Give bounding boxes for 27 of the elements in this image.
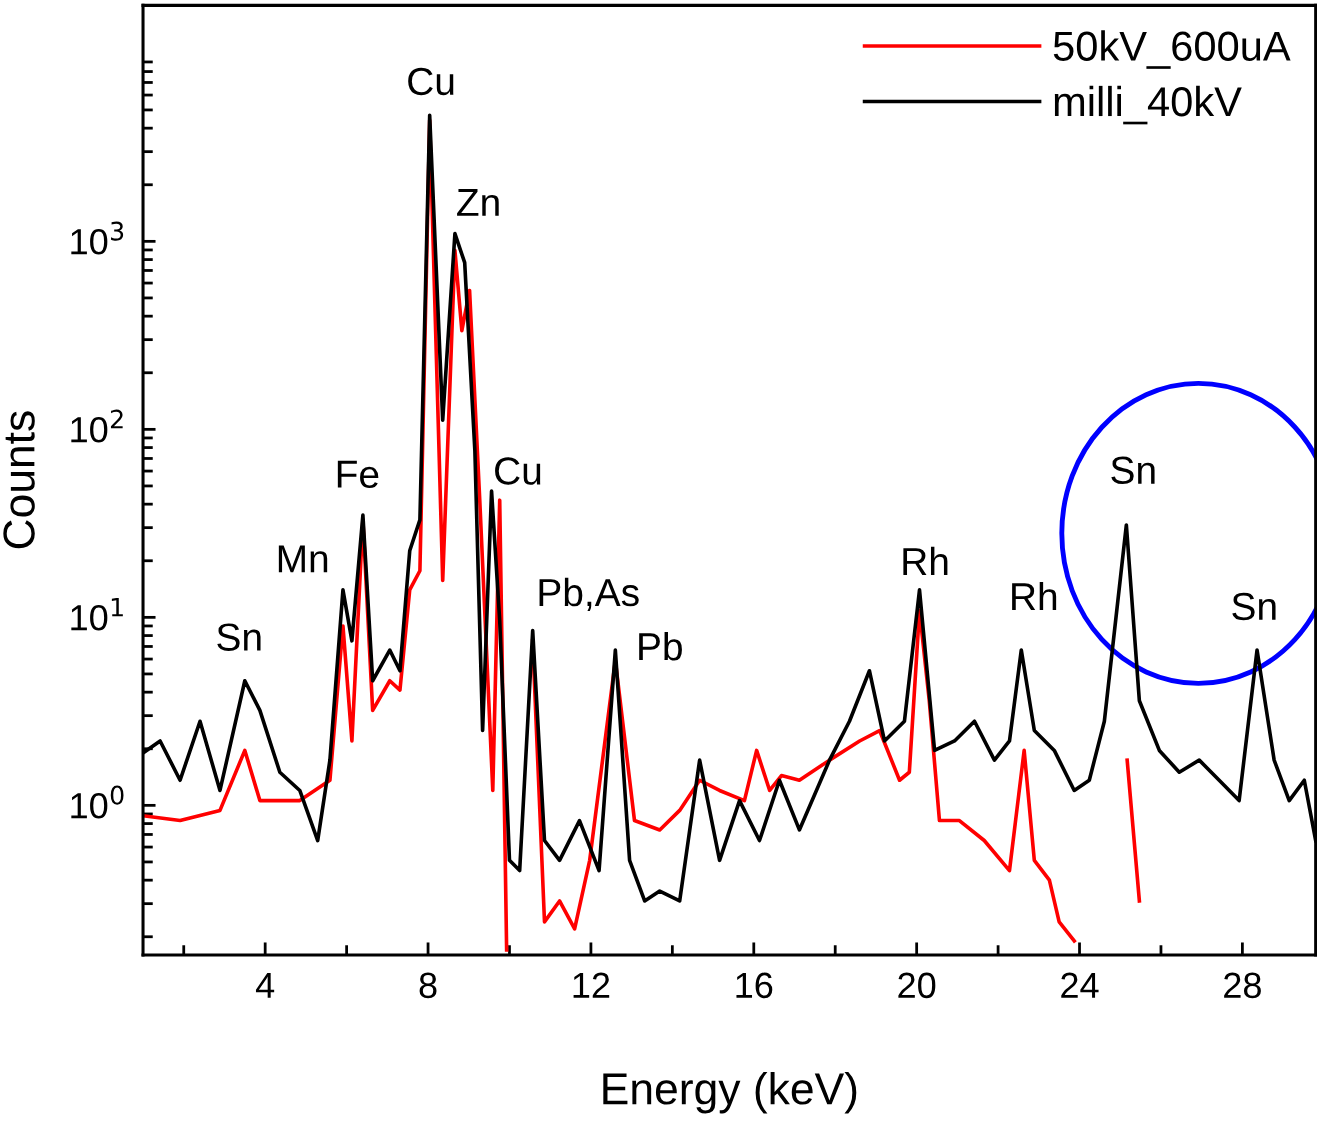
y-tick-label: 10$^{1}$: [71, 597, 123, 631]
x-tick-label: 20: [898, 972, 936, 999]
x-tick-label: 12: [573, 972, 610, 998]
x-tick-label: 8: [419, 972, 437, 999]
legend-label: 50kV_600uA: [1053, 30, 1291, 69]
annotation: Pb,As: [539, 577, 639, 611]
x-axis-title: Energy (keV): [603, 1071, 857, 1114]
annotation: Fe: [337, 460, 379, 489]
x-tick-label: 16: [736, 972, 773, 999]
legend-label: milli_40kV: [1054, 85, 1242, 125]
x-tick-label: 24: [1061, 972, 1099, 998]
x-tick-label: 4: [255, 972, 275, 998]
annotation: Zn: [457, 189, 499, 216]
annotation: Cu: [495, 457, 541, 485]
y-tick-label: 10$^{0}$: [71, 785, 124, 819]
y-axis-title: Counts: [3, 411, 35, 549]
y-tick-label: 10$^{3}$: [71, 221, 124, 255]
annotation: Rh: [1012, 581, 1057, 611]
x-tick-label: 28: [1224, 972, 1261, 999]
annotation: Sn: [1111, 456, 1155, 485]
annotation: Cu: [408, 67, 454, 96]
annotation: Mn: [278, 545, 328, 573]
annotation: Sn: [217, 623, 261, 651]
annotation: Sn: [1232, 592, 1276, 621]
annotation: Pb: [639, 631, 682, 661]
y-tick-label: 10$^{2}$: [71, 409, 123, 443]
annotation: Rh: [903, 546, 948, 575]
